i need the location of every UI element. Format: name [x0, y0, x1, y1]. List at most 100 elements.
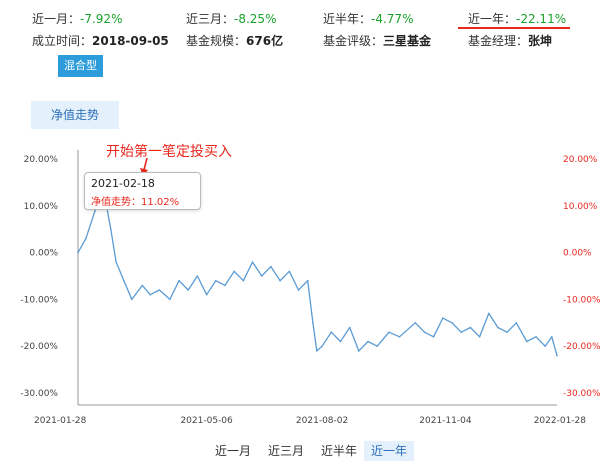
data-point — [279, 279, 281, 282]
stat-rating-value: 三星基金 — [383, 34, 432, 48]
data-point — [544, 345, 546, 348]
data-point — [358, 350, 360, 352]
y-tick-label-right: 0.00% — [563, 249, 592, 259]
y-tick-label-left: -10.00% — [20, 295, 58, 305]
data-point — [469, 326, 472, 329]
y-tick-label-right: 10.00% — [563, 202, 598, 212]
tooltip-label: 净值走势： — [91, 197, 141, 208]
data-point — [321, 345, 323, 348]
stat-size-value: 676亿 — [246, 34, 284, 48]
stat-size: 基金规模：676亿 — [186, 32, 283, 49]
stat-6m-label: 近半年： — [323, 12, 372, 26]
y-tick-label-left: -20.00% — [20, 342, 58, 352]
data-point — [242, 279, 245, 282]
x-tick-label: 2022-01-28 — [534, 416, 587, 426]
data-point — [367, 340, 369, 343]
tab-1m[interactable]: 近一月 — [214, 444, 251, 458]
data-point — [123, 279, 125, 282]
data-point — [526, 340, 528, 343]
data-point — [205, 293, 208, 296]
data-point — [348, 326, 351, 329]
data-point — [149, 293, 151, 296]
y-tick-label-right: -10.00% — [563, 295, 600, 305]
data-point — [110, 228, 112, 230]
data-point — [178, 279, 180, 282]
x-tick-label: 2021-11-04 — [419, 416, 472, 426]
stat-1m-label: 近一月： — [32, 12, 81, 26]
data-point — [233, 270, 235, 273]
chart-tooltip: 2021-02-18 净值走势：11.02% — [84, 172, 201, 210]
data-point — [158, 289, 161, 291]
x-tick-label: 2021-05-06 — [180, 416, 233, 426]
tab-1y[interactable]: 近一年 — [364, 441, 414, 461]
y-tick-label-right: 20.00% — [563, 155, 598, 165]
data-point — [556, 354, 558, 357]
x-tick-label: 2021-01-28 — [34, 416, 87, 426]
tab-6m[interactable]: 近半年 — [320, 444, 357, 458]
stat-rating: 基金评级：三星基金 — [323, 32, 431, 49]
stat-inception: 成立时间：2018-09-05 — [32, 32, 169, 49]
y-tick-label-left: -30.00% — [20, 389, 58, 399]
data-point — [442, 317, 444, 319]
data-point — [94, 209, 96, 212]
data-point — [515, 322, 518, 324]
stat-3m: 近三月：-8.25% — [186, 10, 276, 27]
data-point — [297, 289, 300, 291]
data-point — [414, 322, 417, 324]
data-point — [398, 336, 401, 338]
data-point — [260, 275, 263, 277]
y-tick-label-left: 10.00% — [24, 202, 59, 212]
data-point — [339, 340, 342, 343]
stat-1y-label: 近一年： — [468, 12, 517, 26]
tab-3m[interactable]: 近三月 — [267, 444, 304, 458]
data-point — [312, 322, 314, 324]
stat-1m-value: -7.92% — [80, 12, 123, 26]
y-tick-label-right: -20.00% — [563, 342, 600, 352]
stat-rating-label: 基金评级： — [323, 34, 384, 48]
data-point — [251, 261, 254, 263]
data-point — [460, 331, 463, 334]
data-point — [306, 279, 309, 282]
stat-inception-label: 成立时间： — [32, 34, 93, 48]
tab-nav-trend[interactable]: 净值走势 — [31, 101, 119, 129]
data-point — [77, 251, 79, 254]
data-point — [488, 312, 490, 315]
data-point — [316, 350, 318, 352]
y-tick-label-right: -30.00% — [563, 389, 600, 399]
data-point — [215, 279, 217, 282]
data-point — [497, 326, 499, 329]
stat-1m: 近一月：-7.92% — [32, 10, 122, 27]
annotation-text: 开始第一笔定投买入 — [106, 144, 232, 160]
data-point — [432, 336, 435, 338]
data-point — [388, 331, 390, 334]
y-tick-label-left: 20.00% — [24, 155, 59, 165]
stat-3m-label: 近三月： — [186, 12, 235, 26]
stat-6m: 近半年：-4.77% — [323, 10, 413, 27]
data-point — [535, 336, 537, 338]
stat-manager: 基金经理：张坤 — [468, 32, 552, 49]
data-point — [131, 298, 133, 301]
stat-manager-value: 张坤 — [528, 34, 553, 48]
data-point — [423, 331, 426, 334]
fund-type-tag[interactable]: 混合型 — [58, 55, 103, 77]
data-point — [478, 336, 481, 338]
data-point — [115, 261, 117, 263]
tooltip-date: 2021-02-18 — [91, 177, 155, 190]
data-point — [330, 331, 333, 334]
stat-6m-value: -4.77% — [371, 12, 414, 26]
stat-3m-value: -8.25% — [234, 12, 277, 26]
data-point — [224, 284, 226, 287]
data-point — [270, 265, 272, 268]
stat-manager-label: 基金经理： — [468, 34, 529, 48]
series-line — [77, 200, 558, 356]
y-tick-label-left: 0.00% — [29, 249, 58, 259]
tooltip-row: 净值走势：11.02% — [91, 193, 179, 208]
data-point — [196, 275, 199, 277]
highlight-underline — [458, 27, 570, 29]
x-tick-label: 2021-08-02 — [296, 416, 348, 426]
data-point — [451, 322, 453, 324]
data-point — [551, 336, 553, 338]
data-point — [85, 237, 87, 240]
data-point — [376, 345, 379, 348]
